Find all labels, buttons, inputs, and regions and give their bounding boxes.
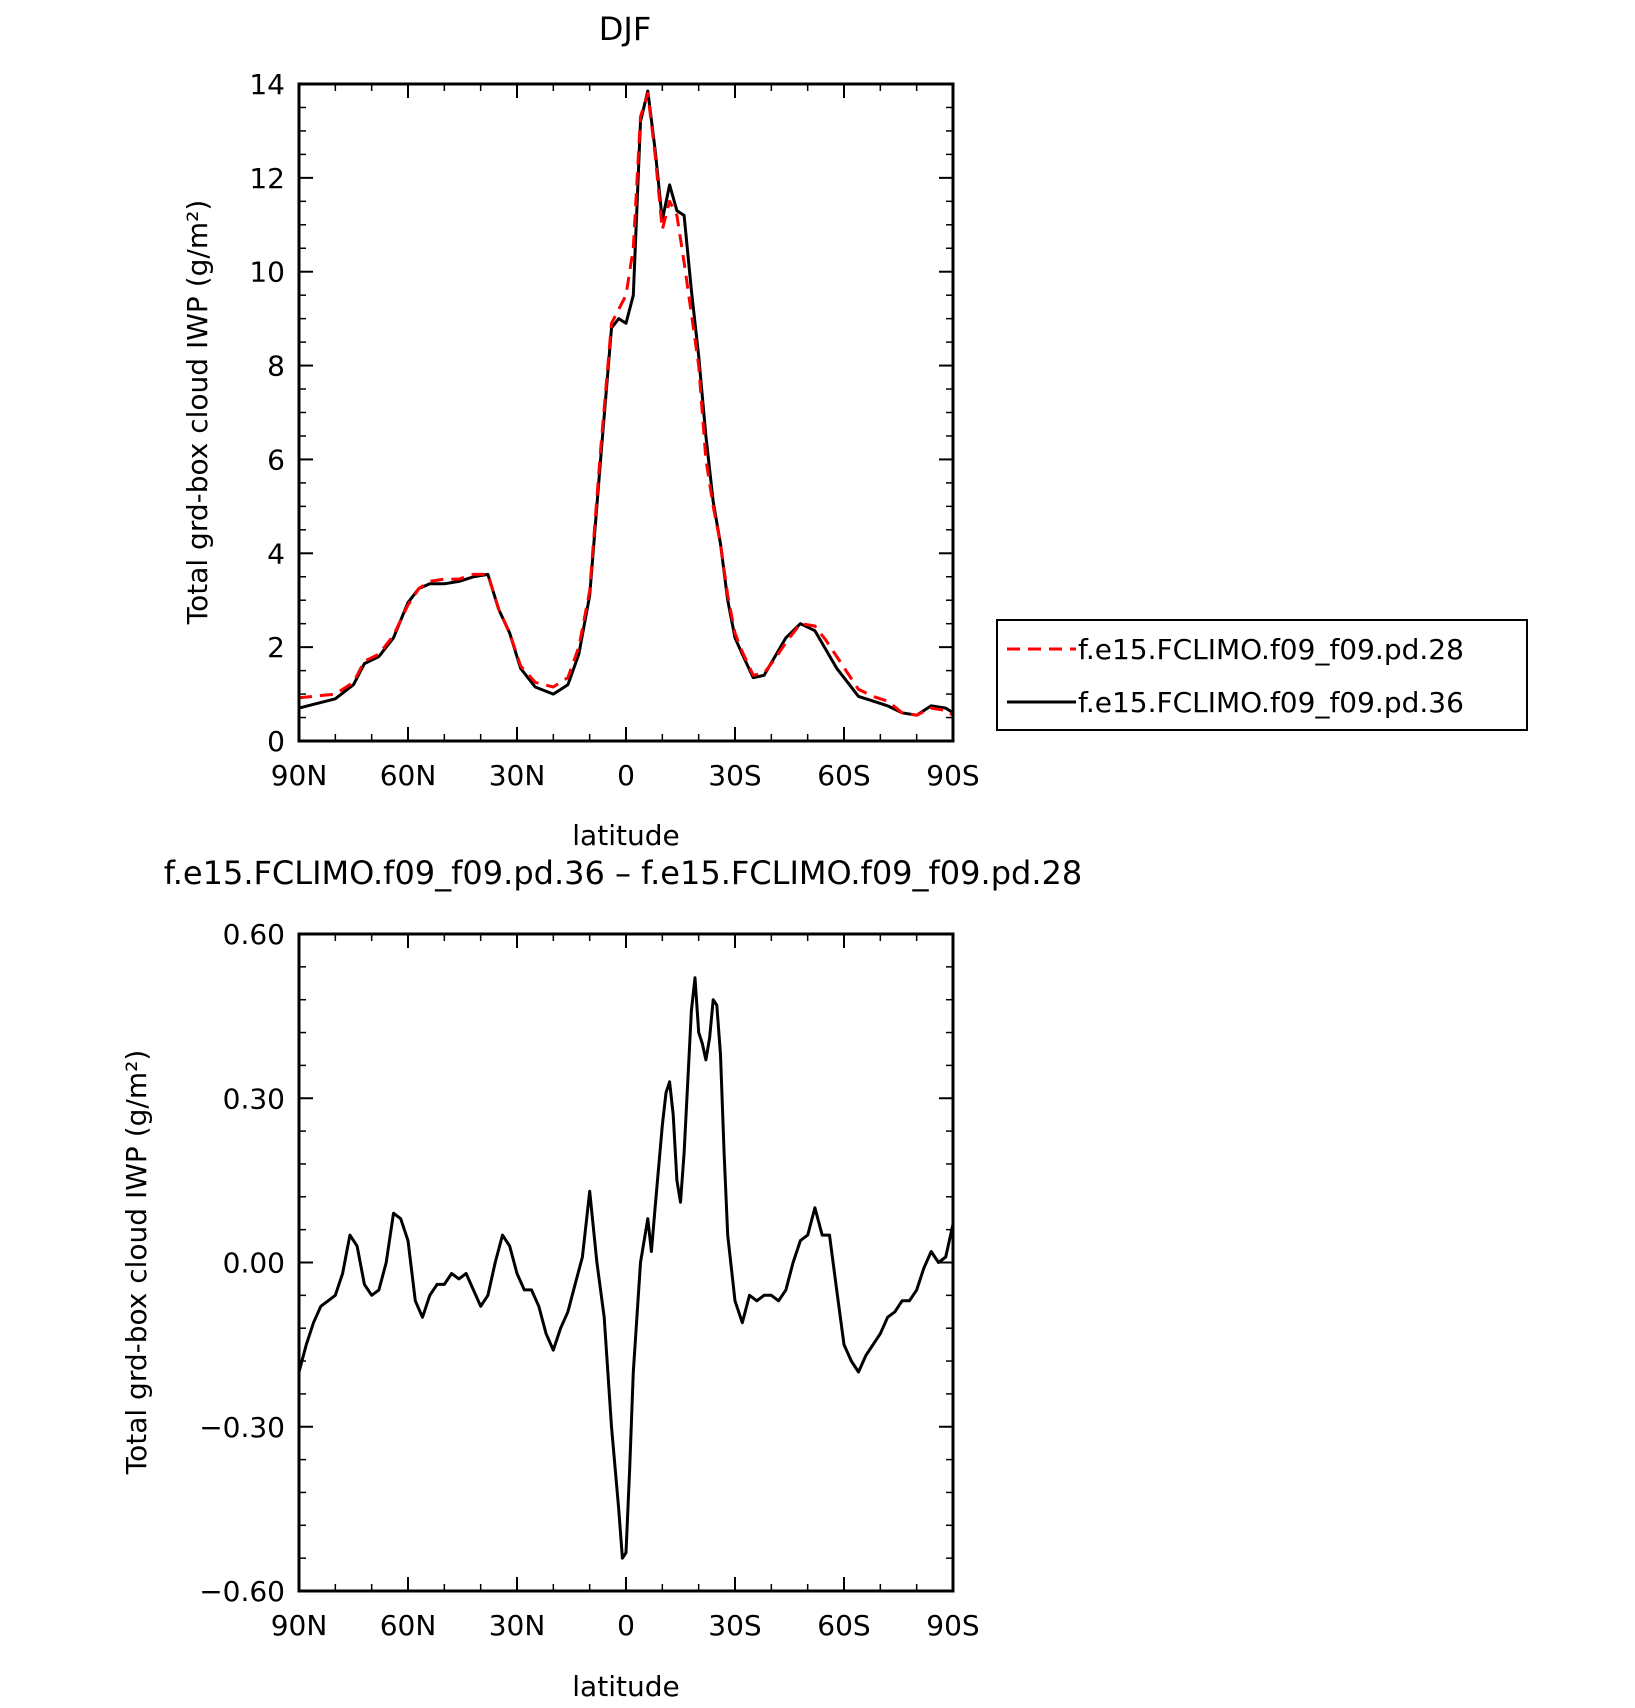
- top-y-tick-label: 12: [249, 162, 285, 195]
- top-series-line-0: [298, 91, 954, 717]
- bottom-plot-xlabel: latitude: [572, 1670, 679, 1703]
- top-y-tick-label: 0: [267, 725, 285, 758]
- bottom-y-tick-label: 0.30: [223, 1082, 285, 1115]
- top-x-tick-label: 90S: [926, 759, 979, 792]
- legend-box: [996, 619, 1528, 731]
- bottom-x-tick-label: 90S: [926, 1609, 979, 1642]
- top-plot-title: DJF: [599, 10, 651, 48]
- top-y-tick-label: 4: [267, 537, 285, 570]
- top-y-tick-label: 6: [267, 443, 285, 476]
- top-plot-series: [298, 89, 954, 717]
- top-y-tick-label: 8: [267, 350, 285, 383]
- legend-label-pd28: f.e15.FCLIMO.f09_f09.pd.28: [1078, 633, 1464, 666]
- top-plot-xlabel: latitude: [572, 819, 679, 852]
- bottom-plot-ticks: 90N 60N 30N 0 30S 60S 90S −0.60 −0.30 0.00 0.30 0.6…: [199, 918, 980, 1642]
- bottom-x-tick-label: 60S: [817, 1609, 870, 1642]
- top-y-tick-label: 14: [249, 68, 285, 101]
- bottom-plot-frame: [297, 932, 955, 1593]
- bottom-x-tick-label: 60N: [380, 1609, 437, 1642]
- top-x-tick-label: 0: [617, 759, 635, 792]
- bottom-x-tick-label: 30N: [489, 1609, 546, 1642]
- top-x-tick-label: 30S: [708, 759, 761, 792]
- top-plot-ticks: 90N 60N 30N 0 30S 60S 90S 0 2 4 6 8 10 12 14: [249, 68, 979, 792]
- top-x-tick-label: 30N: [489, 759, 546, 792]
- top-x-tick-label: 60S: [817, 759, 870, 792]
- bottom-x-tick-label: 30S: [708, 1609, 761, 1642]
- bottom-y-tick-label: −0.60: [199, 1575, 285, 1608]
- top-y-tick-label: 10: [249, 256, 285, 289]
- bottom-x-tick-label: 90N: [271, 1609, 328, 1642]
- bottom-series-line-0: [297, 976, 955, 1560]
- bottom-y-tick-label: −0.30: [199, 1411, 285, 1444]
- bottom-y-tick-label: 0.60: [223, 918, 285, 951]
- bottom-plot: f.e15.FCLIMO.f09_f09.pd.36 – f.e15.FCLIM…: [120, 854, 1082, 1703]
- bottom-y-tick-label: 0.00: [223, 1247, 285, 1280]
- top-y-tick-label: 2: [267, 631, 285, 664]
- legend-label-pd36: f.e15.FCLIMO.f09_f09.pd.36: [1078, 686, 1464, 719]
- top-x-tick-label: 90N: [271, 759, 328, 792]
- bottom-plot-title: f.e15.FCLIMO.f09_f09.pd.36 – f.e15.FCLIM…: [164, 854, 1082, 892]
- top-plot-ylabel: Total grd-box cloud IWP (g/m²): [181, 200, 214, 625]
- bottom-x-tick-label: 0: [617, 1609, 635, 1642]
- top-plot: DJF 90N 60N 30N 0 30S 60S 90S 0 2 4 6 8 10 12 14 latit…: [181, 10, 1528, 852]
- top-plot-frame: [297, 82, 955, 743]
- legend: f.e15.FCLIMO.f09_f09.pd.28 f.e15.FCLIMO.…: [996, 619, 1528, 731]
- bottom-plot-series: [297, 976, 955, 1560]
- top-x-tick-label: 60N: [380, 759, 437, 792]
- bottom-plot-ylabel: Total grd-box cloud IWP (g/m²): [120, 1050, 153, 1475]
- top-series-line-1: [298, 89, 954, 717]
